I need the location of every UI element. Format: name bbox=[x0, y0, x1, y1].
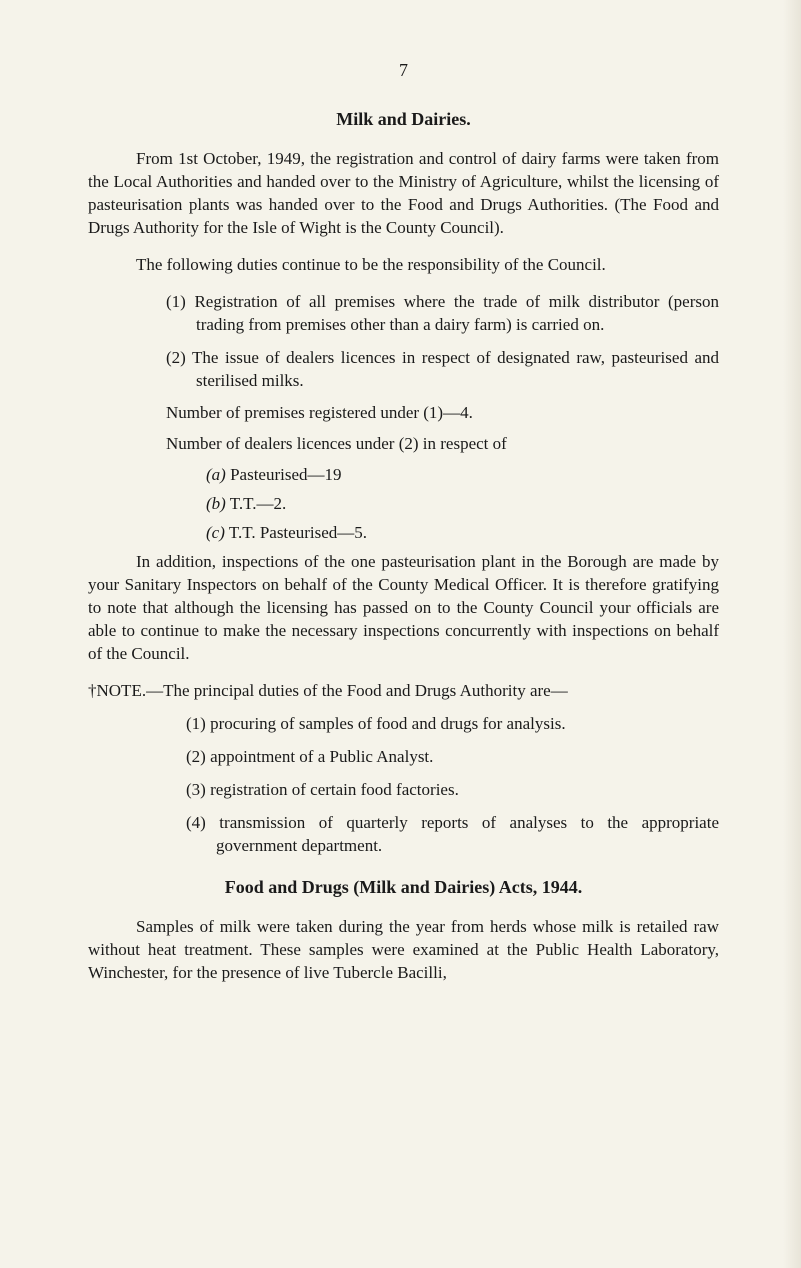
sub-item-a: (a) Pasteurised—19 bbox=[206, 464, 719, 487]
note-text: The principal duties of the Food and Dru… bbox=[163, 681, 568, 700]
sub-a-text: Pasteurised—19 bbox=[226, 465, 342, 484]
page-number: 7 bbox=[88, 60, 719, 81]
paragraph-2: The following duties continue to be the … bbox=[88, 254, 719, 277]
sub-item-c: (c) T.T. Pasteurised—5. bbox=[206, 522, 719, 545]
note-item-4: (4) transmission of quarterly reports of… bbox=[216, 812, 719, 858]
sub-b-label: (b) bbox=[206, 494, 226, 513]
note-line: †NOTE.—The principal duties of the Food … bbox=[188, 680, 719, 703]
page-container: 7 Milk and Dairies. From 1st October, 19… bbox=[0, 0, 801, 1039]
line-premises: Number of premises registered under (1)—… bbox=[166, 402, 719, 425]
note-item-2: (2) appointment of a Public Analyst. bbox=[216, 746, 719, 769]
line-dealers: Number of dealers licences under (2) in … bbox=[166, 433, 719, 456]
sub-a-label: (a) bbox=[206, 465, 226, 484]
list-item-1: (1) Registration of all premises where t… bbox=[196, 291, 719, 337]
page-edge bbox=[783, 0, 801, 1268]
note-item-1: (1) procuring of samples of food and dru… bbox=[216, 713, 719, 736]
paragraph-4: Samples of milk were taken during the ye… bbox=[88, 916, 719, 985]
sub-c-label: (c) bbox=[206, 523, 225, 542]
sub-c-text: T.T. Pasteurised—5. bbox=[225, 523, 367, 542]
sub-b-text: T.T.—2. bbox=[226, 494, 286, 513]
list-item-2: (2) The issue of dealers licences in res… bbox=[196, 347, 719, 393]
paragraph-1: From 1st October, 1949, the registration… bbox=[88, 148, 719, 240]
paragraph-3: In addition, inspections of the one past… bbox=[88, 551, 719, 666]
section-title-food-drugs: Food and Drugs (Milk and Dairies) Acts, … bbox=[88, 877, 719, 898]
note-item-3: (3) registration of certain food factori… bbox=[216, 779, 719, 802]
section-title-milk-dairies: Milk and Dairies. bbox=[88, 109, 719, 130]
sub-item-b: (b) T.T.—2. bbox=[206, 493, 719, 516]
note-prefix: †NOTE.— bbox=[88, 681, 163, 700]
